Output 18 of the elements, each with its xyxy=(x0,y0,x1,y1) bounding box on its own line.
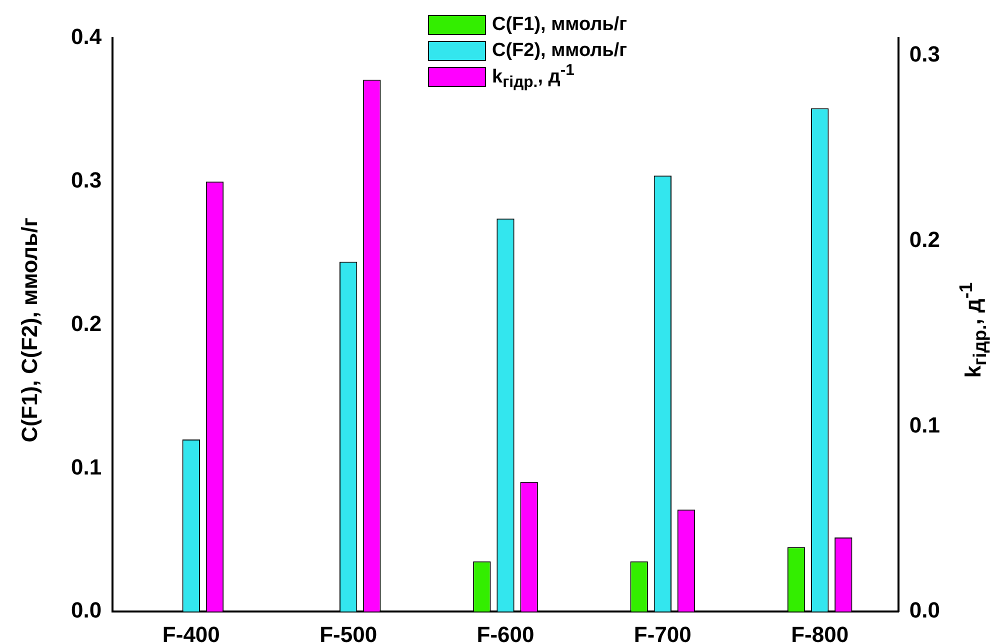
legend-label: C(F1), ммоль/г xyxy=(492,14,628,36)
y-tick-label: 0.0 xyxy=(70,598,102,623)
y2-tick-label: 0.1 xyxy=(909,412,940,438)
y-tick-label: 0.3 xyxy=(70,167,102,192)
x-tick-label: F-800 xyxy=(791,622,849,644)
x-tick-label: F-600 xyxy=(476,622,534,644)
x-tick-label: F-700 xyxy=(634,622,692,644)
x-tick-label: F-400 xyxy=(162,622,220,644)
y2-tick-label: 0.3 xyxy=(909,42,940,67)
y-tick-label: 0.2 xyxy=(70,310,102,336)
y-tick-label: 0.1 xyxy=(70,454,102,480)
y2-tick-label: 0.2 xyxy=(909,227,940,252)
y-axis-title: C(F1), C(F2), ммоль/г xyxy=(17,218,43,442)
y2-tick-label: 0.0 xyxy=(909,598,940,623)
legend-label: k$_{гідр.}$, д$^{-1}$ xyxy=(492,62,574,92)
x-tick-label: F-500 xyxy=(320,622,378,644)
y-tick-label: 0.4 xyxy=(70,24,102,50)
legend-label: C(F2), ммоль/г xyxy=(492,40,628,62)
